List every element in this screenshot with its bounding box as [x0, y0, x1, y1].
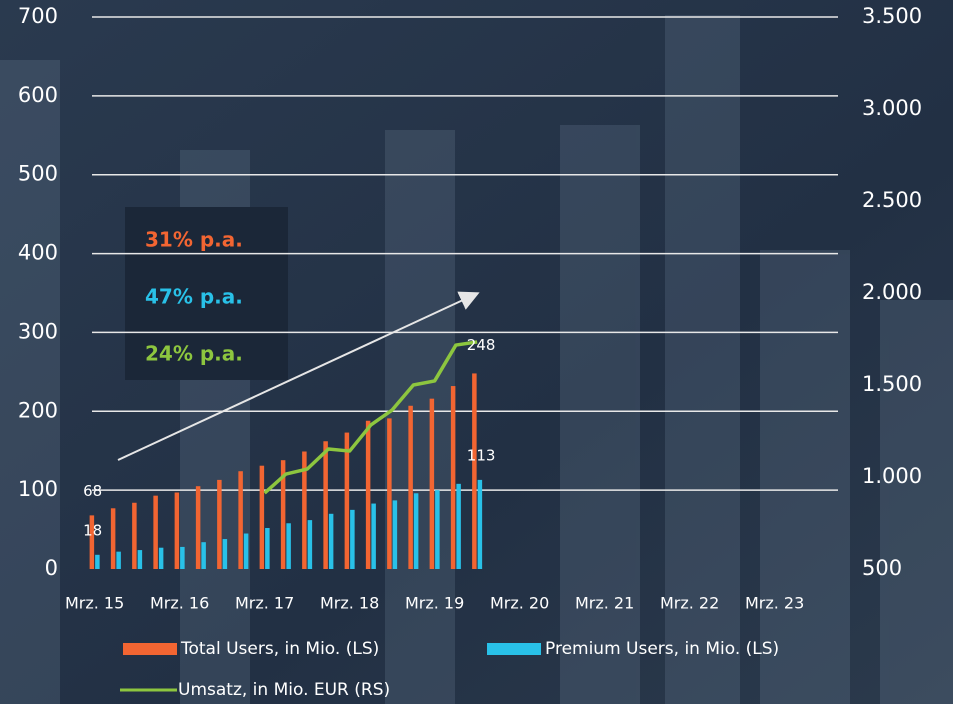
y2-tick-label: 500 [862, 556, 902, 580]
trend-arrow [117, 291, 480, 461]
x-tick-label: Mrz. 22 [660, 594, 719, 613]
x-tick-label: Mrz. 18 [320, 594, 379, 613]
x-tick-label: Mrz. 23 [745, 594, 804, 613]
bar [116, 551, 121, 569]
x-tick-label: Mrz. 19 [405, 594, 464, 613]
legend-label: Total Users, in Mio. (LS) [180, 639, 379, 659]
bar [408, 405, 413, 569]
y2-tick-label: 3.000 [862, 96, 922, 120]
annotation: 47% p.a. [145, 285, 243, 309]
x-tick-label: Mrz. 21 [575, 594, 634, 613]
bar [456, 483, 461, 569]
data-label: 68 [83, 482, 102, 500]
bar [365, 420, 371, 569]
data-label: 248 [467, 336, 496, 354]
bar [158, 547, 164, 569]
bar [110, 508, 116, 569]
data-label: 18 [83, 521, 102, 539]
bar [392, 500, 398, 569]
bar [344, 432, 350, 569]
bar [265, 527, 270, 569]
bar [95, 554, 100, 569]
y2-tick-label: 1.000 [862, 464, 922, 488]
bar [243, 533, 249, 569]
bar [201, 542, 206, 569]
annotation: 31% p.a. [145, 228, 243, 252]
bar [371, 503, 376, 569]
y-tick-label: 300 [18, 319, 58, 343]
annotation: 24% p.a. [145, 342, 243, 366]
bar [429, 398, 435, 569]
bar [153, 495, 158, 569]
bar [174, 492, 180, 569]
x-tick-label: Mrz. 16 [150, 594, 209, 613]
y2-tick-label: 3.500 [862, 4, 922, 28]
y-tick-label: 200 [18, 398, 58, 422]
bar [217, 479, 222, 569]
legend-swatch [123, 643, 177, 655]
bar [222, 539, 228, 569]
bar [472, 373, 477, 569]
bar [302, 451, 307, 569]
bar [323, 441, 328, 569]
bar [238, 471, 243, 569]
bar [477, 479, 483, 569]
bar [350, 509, 355, 569]
y-tick-label: 0 [45, 556, 58, 580]
y2-tick-label: 2.500 [862, 188, 922, 212]
y-tick-label: 100 [18, 477, 58, 501]
bar [387, 418, 392, 569]
x-tick-label: Mrz. 17 [235, 594, 294, 613]
bar [286, 523, 291, 569]
y-tick-label: 700 [18, 4, 58, 28]
bar [259, 465, 265, 569]
legend-label: Premium Users, in Mio. (LS) [545, 639, 779, 659]
bar [280, 460, 286, 569]
bar [435, 490, 440, 569]
bar [450, 386, 456, 569]
bar [328, 513, 334, 569]
x-tick-label: Mrz. 20 [490, 594, 549, 613]
data-label: 113 [467, 446, 496, 464]
legend-swatch [487, 643, 541, 655]
annotation-box [125, 207, 288, 380]
legend-label: Umsatz, in Mio. EUR (RS) [178, 680, 390, 700]
x-tick-label: Mrz. 15 [65, 594, 124, 613]
bar [195, 486, 201, 569]
bar [89, 515, 95, 569]
line [263, 340, 478, 495]
bar [413, 493, 419, 569]
bar [307, 520, 313, 569]
y2-tick-label: 1.500 [862, 372, 922, 396]
bar [132, 502, 137, 569]
bar [180, 546, 185, 569]
bar [137, 550, 143, 569]
y-tick-label: 600 [18, 83, 58, 107]
y-tick-label: 400 [18, 241, 58, 265]
y-tick-label: 500 [18, 162, 58, 186]
y2-tick-label: 2.000 [862, 280, 922, 304]
